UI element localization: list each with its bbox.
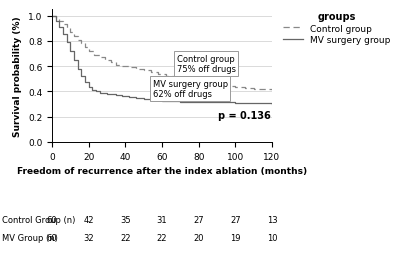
Text: 42: 42: [84, 215, 94, 224]
Text: Control Group (n): Control Group (n): [2, 215, 75, 224]
Text: 13: 13: [267, 215, 277, 224]
Text: Control group
75% off drugs: Control group 75% off drugs: [177, 54, 236, 74]
Y-axis label: Survival probability (%): Survival probability (%): [13, 16, 22, 136]
X-axis label: Freedom of recurrence after the index ablation (months): Freedom of recurrence after the index ab…: [17, 166, 307, 176]
Text: 32: 32: [83, 233, 94, 242]
Text: 27: 27: [230, 215, 241, 224]
Text: 60: 60: [47, 233, 57, 242]
Text: 22: 22: [157, 233, 167, 242]
Text: 35: 35: [120, 215, 131, 224]
Text: 19: 19: [230, 233, 240, 242]
Text: 60: 60: [47, 215, 57, 224]
Text: MV surgery group
62% off drugs: MV surgery group 62% off drugs: [153, 80, 228, 99]
Text: MV Group (n): MV Group (n): [2, 233, 58, 242]
Text: 31: 31: [157, 215, 167, 224]
Text: 10: 10: [267, 233, 277, 242]
Text: p = 0.136: p = 0.136: [218, 111, 271, 121]
Text: 20: 20: [194, 233, 204, 242]
Text: 22: 22: [120, 233, 130, 242]
Legend: Control group, MV surgery group: Control group, MV surgery group: [283, 12, 390, 45]
Text: 27: 27: [193, 215, 204, 224]
